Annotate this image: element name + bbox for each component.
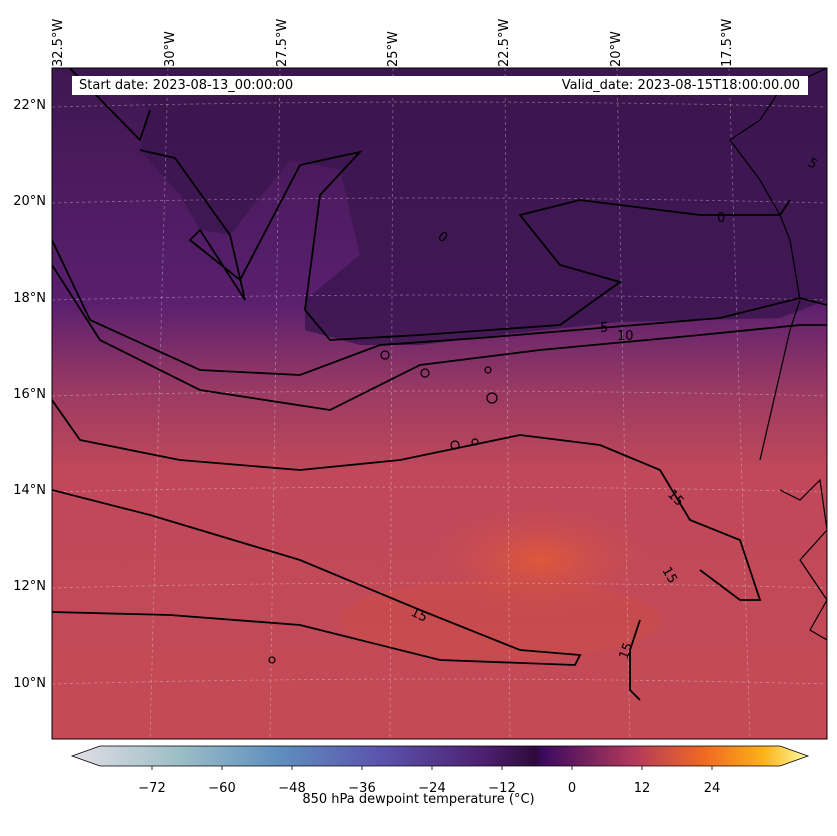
contour-label: 0	[717, 211, 725, 226]
colorbar-tick-label: −12	[488, 781, 516, 796]
valid-date: Valid_date: 2023-08-15T18:00:00.00	[561, 78, 800, 93]
lat-label: 12°N	[13, 579, 46, 594]
moist-core	[430, 505, 650, 615]
contour-15-north	[52, 399, 762, 601]
contours	[52, 68, 827, 701]
lat-label: 14°N	[13, 483, 46, 498]
colorbar-title: 850 hPa dewpoint temperature (°C)	[302, 792, 535, 807]
contour-5	[52, 239, 827, 376]
colorbar-body	[70, 745, 810, 767]
gridlines	[52, 68, 827, 739]
colorbar-tick-label: 0	[567, 781, 577, 796]
contour-15-mid	[52, 489, 582, 666]
contour-label: 15	[659, 565, 680, 587]
lat-label: 22°N	[13, 98, 46, 113]
header-bar: Start date: 2023-08-13_00:00:00 Valid_da…	[72, 76, 808, 95]
colorbar-tick-label: 24	[703, 781, 721, 796]
start-date: Start date: 2023-08-13_00:00:00	[79, 78, 294, 93]
lat-label: 10°N	[13, 676, 46, 691]
lat-label: 20°N	[13, 194, 46, 209]
coastline	[268, 68, 827, 664]
map-frame	[51, 67, 828, 740]
lat-label: 16°N	[13, 387, 46, 402]
contour-15-east	[629, 619, 641, 701]
colorbar-tick-label: −36	[348, 781, 376, 796]
colorbar-tick-label: −72	[138, 781, 166, 796]
colorbar	[70, 745, 810, 770]
colorbar-ticks	[151, 766, 713, 770]
contour-label: 15	[617, 641, 637, 662]
contour-label: 15	[408, 605, 429, 626]
contour-label: 5	[600, 321, 608, 336]
colorbar-tick-label: 12	[633, 781, 651, 796]
contour-10	[52, 264, 827, 411]
lat-label: 18°N	[13, 291, 46, 306]
colorbar-tick-label: −24	[418, 781, 446, 796]
dry-region	[52, 68, 827, 345]
colorbar-tick-label: −48	[278, 781, 306, 796]
colorbar-tick-label: −60	[208, 781, 236, 796]
contour-label: 10	[617, 329, 634, 344]
moist-core-2	[340, 580, 660, 660]
